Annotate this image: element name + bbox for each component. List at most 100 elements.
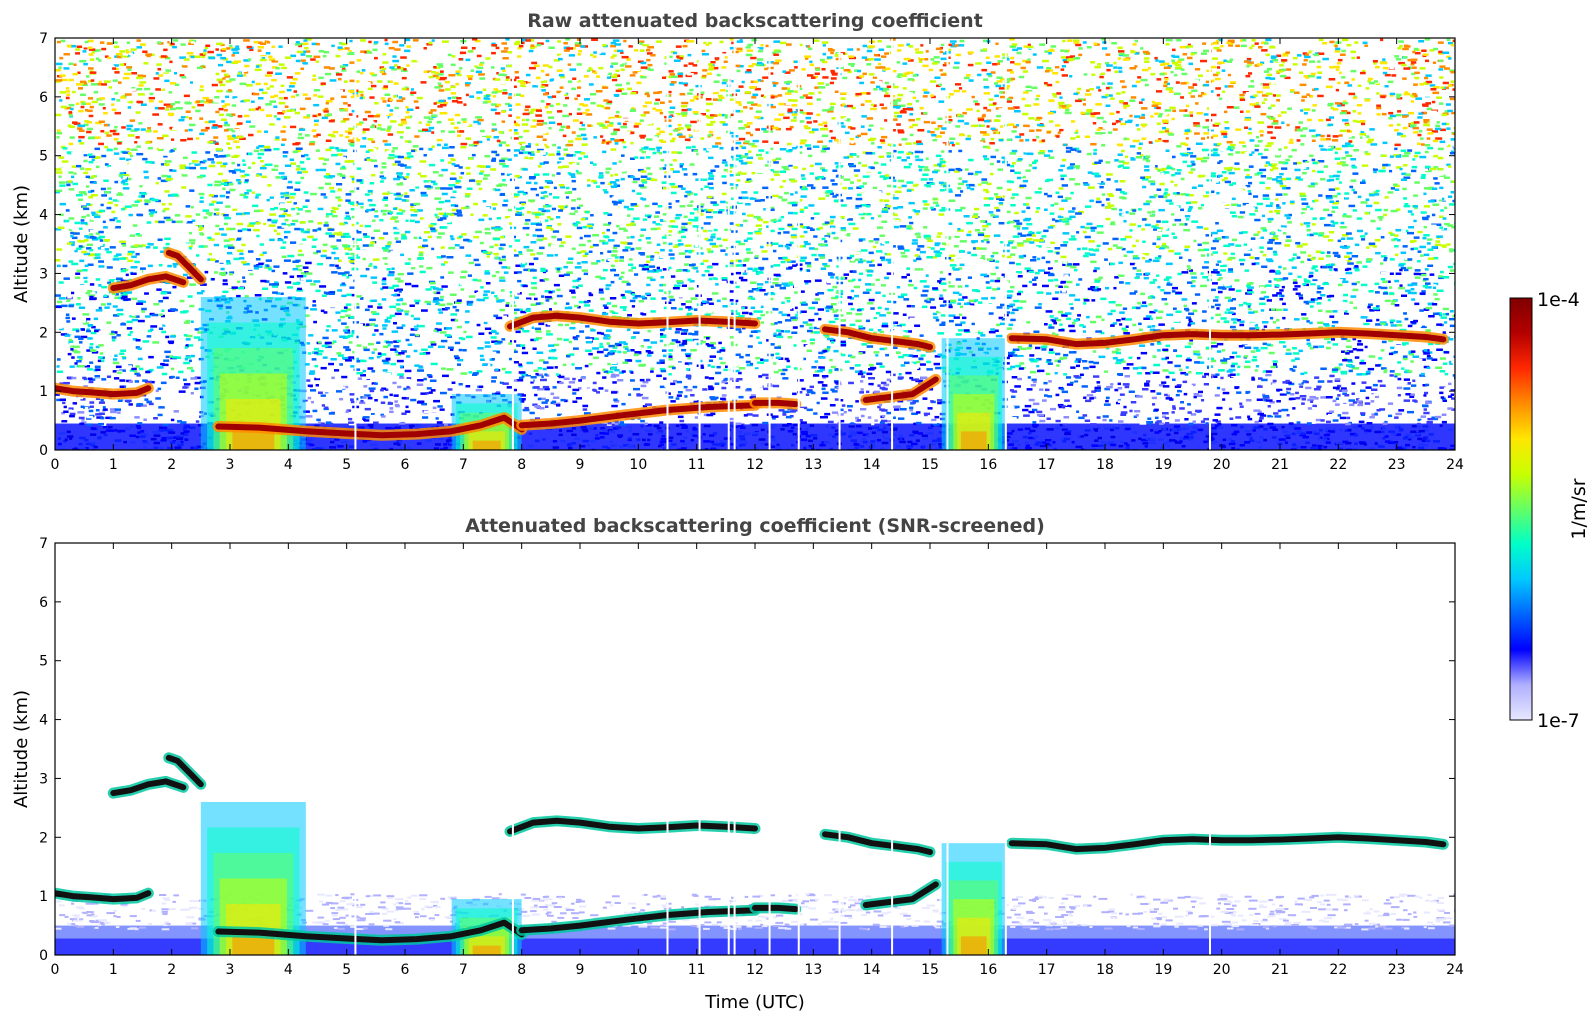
noise-cell: [1084, 419, 1091, 422]
noise-cell: [458, 348, 463, 352]
noise-cell: [413, 349, 418, 353]
noise-cell: [659, 367, 666, 371]
noise-cell: [1039, 419, 1046, 423]
noise-cell: [111, 339, 116, 342]
noise-cell: [1427, 417, 1434, 421]
noise-cell: [142, 379, 148, 382]
noise-cell: [668, 365, 675, 368]
noise-cell: [1066, 317, 1072, 321]
noise-cell: [571, 295, 576, 299]
noise-cell: [929, 298, 935, 301]
noise-cell: [550, 392, 555, 396]
noise-cell: [1285, 381, 1292, 384]
noise-cell: [1317, 446, 1322, 450]
noise-cell: [769, 343, 775, 346]
noise-cell: [1376, 409, 1381, 412]
noise-cell: [479, 385, 484, 388]
noise-cell: [550, 357, 558, 360]
noise-cell: [1283, 308, 1288, 311]
noise-cell: [809, 281, 814, 284]
noise-cell: [1207, 366, 1211, 369]
noise-cell: [56, 287, 63, 291]
noise-cell: [177, 420, 182, 423]
noise-cell: [1058, 405, 1062, 409]
noise-cell: [1164, 393, 1168, 397]
noise-cell: [630, 379, 635, 382]
noise-cell: [988, 312, 994, 315]
noise-cell: [1054, 371, 1058, 375]
noise-cell: [148, 355, 154, 359]
noise-cell: [909, 406, 914, 410]
noise-cell: [985, 306, 990, 309]
noise-cell: [693, 308, 698, 311]
noise-cell: [1112, 357, 1118, 360]
noise-cell: [183, 433, 189, 436]
noise-cell: [572, 336, 577, 339]
noise-cell: [64, 438, 68, 441]
noise-cell: [833, 314, 840, 317]
noise-cell: [602, 432, 609, 435]
noise-cell: [857, 419, 861, 422]
noise-cell: [1325, 264, 1333, 267]
noise-cell: [403, 387, 407, 391]
noise-cell: [838, 314, 844, 317]
noise-cell: [535, 337, 542, 340]
noise-cell: [1234, 386, 1240, 389]
noise-cell: [1423, 308, 1430, 311]
noise-cell: [577, 305, 581, 309]
noise-cell: [858, 352, 863, 355]
noise-cell: [548, 270, 555, 274]
noise-cell: [454, 341, 461, 345]
noise-cell: [793, 367, 798, 370]
noise-cell: [341, 282, 346, 285]
noise-cell: [75, 272, 81, 275]
noise-cell: [1421, 290, 1426, 293]
noise-cell: [757, 332, 763, 336]
noise-cell: [1074, 298, 1081, 302]
noise-cell: [142, 441, 150, 444]
noise-cell: [778, 369, 785, 372]
noise-cell: [722, 297, 727, 301]
noise-cell: [1179, 407, 1185, 410]
noise-cell: [349, 263, 353, 267]
noise-cell: [1144, 292, 1151, 295]
noise-cell: [1182, 380, 1188, 384]
noise-cell: [712, 396, 719, 400]
noise-cell: [1277, 409, 1282, 413]
noise-cell: [752, 433, 758, 436]
noise-cell: [176, 437, 183, 441]
noise-cell: [694, 416, 698, 419]
noise-cell: [1031, 347, 1036, 350]
noise-cell: [589, 358, 594, 361]
noise-cell: [1414, 269, 1421, 272]
noise-cell: [1380, 349, 1385, 352]
noise-cell: [647, 276, 653, 280]
noise-cell: [1006, 294, 1013, 297]
noise-cell: [373, 421, 379, 424]
noise-cell: [670, 275, 676, 278]
noise-cell: [173, 265, 177, 268]
noise-cell: [1192, 426, 1198, 430]
noise-cell: [1195, 372, 1203, 375]
noise-cell: [362, 369, 366, 373]
noise-cell: [625, 290, 632, 293]
noise-cell: [447, 443, 454, 446]
noise-cell: [78, 306, 86, 309]
noise-cell: [496, 300, 503, 303]
noise-cell: [531, 282, 537, 285]
noise-cell: [1221, 349, 1226, 352]
noise-cell: [399, 447, 407, 450]
noise-cell: [1350, 295, 1357, 298]
noise-cell: [544, 301, 550, 304]
noise-cell: [793, 344, 797, 347]
noise-cell: [1448, 382, 1452, 386]
noise-cell: [714, 382, 720, 385]
noise-cell: [916, 360, 921, 364]
noise-cell: [572, 392, 577, 395]
noise-cell: [1209, 375, 1213, 379]
noise-cell: [134, 372, 140, 376]
noise-cell: [1188, 438, 1194, 441]
noise-cell: [1181, 445, 1186, 448]
noise-cell: [856, 378, 860, 381]
noise-cell: [575, 279, 580, 282]
